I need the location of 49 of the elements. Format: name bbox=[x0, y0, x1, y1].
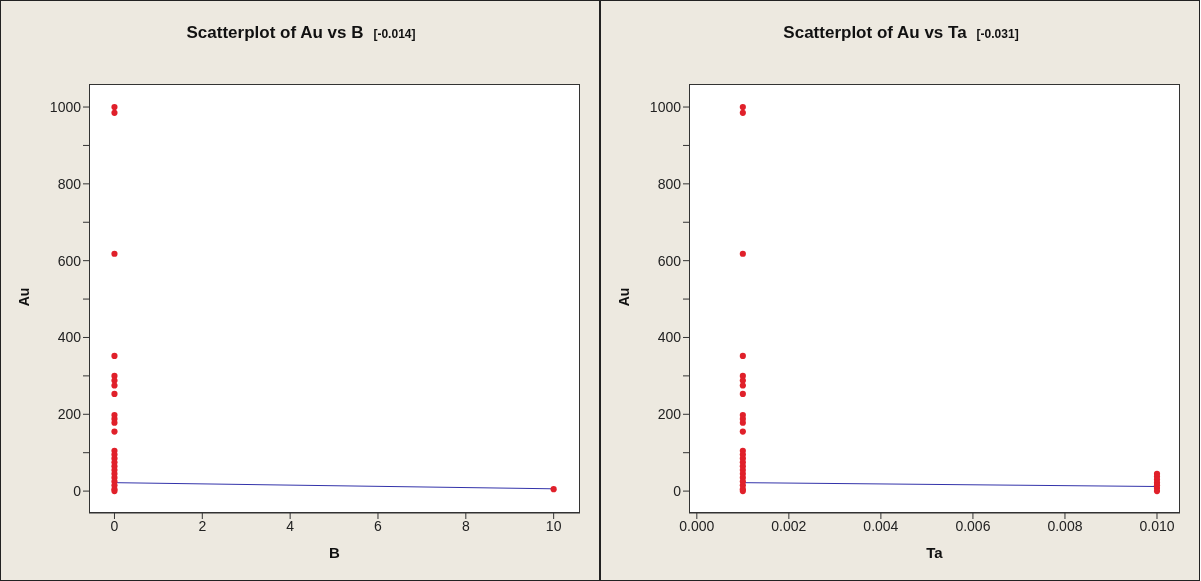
x-tick-label: 0.010 bbox=[1139, 517, 1175, 534]
x-tick-label: 2 bbox=[198, 517, 207, 534]
x-tick-label: 10 bbox=[545, 517, 562, 534]
y-tick-label: 1000 bbox=[649, 99, 682, 116]
y-tick-label: 400 bbox=[57, 329, 82, 346]
point bbox=[111, 109, 118, 116]
point bbox=[1153, 488, 1161, 495]
x-tick-label: 8 bbox=[461, 517, 470, 534]
point bbox=[739, 382, 746, 389]
chart-title: Scatterplot of Au vs B bbox=[186, 23, 364, 42]
point bbox=[739, 250, 746, 257]
x-tick-label: 0.000 bbox=[679, 517, 715, 534]
y-tick-label: 600 bbox=[57, 252, 82, 269]
y-tick-label: 800 bbox=[57, 175, 82, 192]
point bbox=[739, 428, 746, 435]
point bbox=[111, 352, 118, 359]
y-axis-title: Au bbox=[16, 287, 33, 306]
x-axis-title: Ta bbox=[925, 544, 944, 561]
y-tick-label: 0 bbox=[673, 483, 682, 500]
y-tick-label: 600 bbox=[657, 252, 682, 269]
x-tick-label: 4 bbox=[286, 517, 295, 534]
point bbox=[111, 428, 118, 435]
text: [-0.014] bbox=[373, 27, 416, 41]
point bbox=[739, 109, 746, 116]
y-axis-title: Au bbox=[616, 287, 633, 306]
x-tick-label: 6 bbox=[374, 517, 383, 534]
x-tick-label: 0.006 bbox=[955, 517, 991, 534]
point bbox=[111, 382, 118, 389]
point bbox=[111, 390, 118, 398]
x-axis-title: B bbox=[328, 544, 341, 561]
point bbox=[739, 352, 746, 359]
point bbox=[739, 419, 746, 426]
point bbox=[111, 103, 118, 111]
point bbox=[739, 390, 746, 398]
x-tick-label: 0 bbox=[110, 517, 119, 534]
y-tick-label: 200 bbox=[57, 406, 82, 423]
x-tick-label: 0.002 bbox=[771, 517, 807, 534]
y-tick-label: 200 bbox=[657, 406, 682, 423]
y-tick-label: 800 bbox=[657, 175, 682, 192]
point bbox=[739, 103, 746, 111]
point bbox=[550, 486, 557, 493]
x-tick-label: 0.004 bbox=[863, 517, 899, 534]
y-tick-label: 400 bbox=[657, 329, 682, 346]
chart-title: Scatterplot of Au vs Ta bbox=[783, 23, 967, 42]
x-tick-label: 0.008 bbox=[1047, 517, 1083, 534]
y-tick-label: 1000 bbox=[49, 99, 82, 116]
point bbox=[111, 250, 118, 257]
text: [-0.031] bbox=[976, 27, 1019, 41]
y-tick-label: 0 bbox=[73, 483, 82, 500]
